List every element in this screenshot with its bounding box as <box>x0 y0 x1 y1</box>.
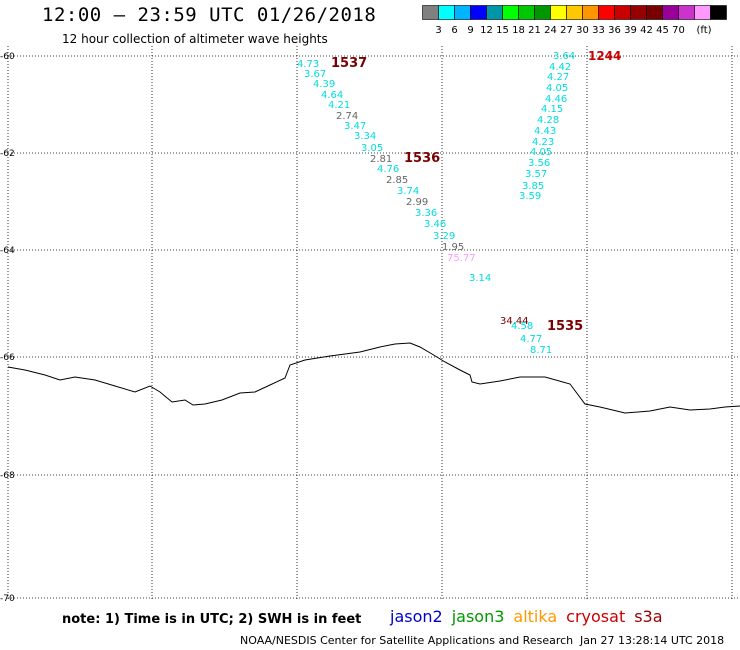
pass-label: 1537 <box>331 56 367 71</box>
latitude-label: -70 <box>0 594 15 604</box>
generated-timestamp: Jan 27 13:28:14 UTC 2018 <box>580 634 725 647</box>
wave-height-reading: 4.76 <box>377 164 399 175</box>
scale-swatch <box>710 5 727 20</box>
coastline <box>7 342 740 414</box>
wave-height-reading: 3.05 <box>361 143 383 154</box>
wave-height-reading: 4.39 <box>313 79 335 90</box>
wave-height-reading: 75.77 <box>447 253 476 264</box>
wave-height-reading: 3.14 <box>469 273 491 284</box>
latitude-label: -66 <box>0 353 15 363</box>
wave-height-reading: 3.47 <box>344 121 366 132</box>
footer-note: note: 1) Time is in UTC; 2) SWH is in fe… <box>62 612 362 627</box>
wave-height-reading: 4.64 <box>321 90 343 101</box>
wave-height-reading: 3.34 <box>354 131 376 142</box>
wave-height-reading: 4.27 <box>547 72 569 83</box>
scale-tick-label: 21 <box>528 25 541 36</box>
satellite-legend: jason2 jason3 altika cryosat s3a <box>390 607 672 626</box>
wave-height-reading: 3.46 <box>424 219 446 230</box>
wave-height-reading: 3.57 <box>525 169 547 180</box>
wave-height-reading: 1.95 <box>442 242 464 253</box>
wave-height-reading: 2.99 <box>406 197 428 208</box>
wave-height-reading: 4.05 <box>530 147 552 158</box>
scale-tick-label: 33 <box>592 25 605 36</box>
pass-label: 1535 <box>547 319 583 334</box>
wave-height-reading: 4.15 <box>541 104 563 115</box>
credit-line: NOAA/NESDIS Center for Satellite Applica… <box>240 634 574 647</box>
satellite-altika: altika <box>513 607 558 626</box>
satellite-jason3: jason3 <box>451 607 505 626</box>
satellite-cryosat: cryosat <box>566 607 626 626</box>
wave-height-reading: 4.77 <box>520 334 542 345</box>
scale-tick-label: 15 <box>496 25 509 36</box>
wave-height-reading: 4.58 <box>511 321 533 332</box>
latitude-label: -64 <box>0 246 15 256</box>
wave-height-reading: 3.67 <box>304 69 326 80</box>
wave-height-reading: 3.85 <box>522 181 544 192</box>
scale-tick-label: 36 <box>608 25 621 36</box>
scale-tick-label: 9 <box>467 25 473 36</box>
pass-label: 1536 <box>404 151 440 166</box>
wave-height-reading: 3.56 <box>528 158 550 169</box>
wave-height-reading: 4.28 <box>537 115 559 126</box>
wave-height-reading: 2.85 <box>386 175 408 186</box>
wave-height-reading: 3.36 <box>415 208 437 219</box>
satellite-s3a: s3a <box>634 607 663 626</box>
scale-tick-label: 3 <box>435 25 441 36</box>
pass-label: 1244 <box>588 49 621 63</box>
wave-height-reading: 4.46 <box>545 94 567 105</box>
latitude-label: -60 <box>0 52 15 62</box>
wave-height-reading: 3.74 <box>397 186 419 197</box>
wave-height-reading: 4.43 <box>534 126 556 137</box>
map-title: 12:00 – 23:59 UTC 01/26/2018 <box>42 4 377 26</box>
wave-height-reading: 3.59 <box>519 191 541 202</box>
scale-tick-label: 30 <box>576 25 589 36</box>
scale-tick-label: 18 <box>512 25 525 36</box>
scale-tick-label: 12 <box>480 25 493 36</box>
satellite-jason2: jason2 <box>390 607 443 626</box>
wave-height-reading: 4.23 <box>532 137 554 148</box>
wave-height-reading: 2.74 <box>336 111 358 122</box>
wave-height-map: 105108111114117120-60-62-64-66-68-701537… <box>0 46 740 604</box>
wave-height-reading: 4.42 <box>549 62 571 73</box>
scale-unit: (ft) <box>696 25 711 36</box>
wave-height-reading: 3.64 <box>553 51 575 62</box>
latitude-label: -62 <box>0 149 15 159</box>
wave-height-reading: 4.73 <box>297 59 319 70</box>
scale-tick-label: 70 <box>672 25 685 36</box>
map-subtitle: 12 hour collection of altimeter wave hei… <box>62 32 328 46</box>
scale-tick-label: 6 <box>451 25 457 36</box>
wave-height-reading: 3.29 <box>433 231 455 242</box>
wave-height-reading: 34.44 <box>500 316 529 327</box>
latitude-label: -68 <box>0 471 15 481</box>
scale-tick-label: 27 <box>560 25 573 36</box>
wave-height-reading: 4.05 <box>546 83 568 94</box>
wave-height-reading: 4.21 <box>328 100 350 111</box>
color-scale: 3 6 9 12 15 18 21 24 27 30 33 36 39 42 45 70 (ft) <box>422 5 727 36</box>
scale-tick-label: 24 <box>544 25 557 36</box>
wave-height-reading: 2.81 <box>370 154 392 165</box>
wave-height-reading: 8.71 <box>530 345 552 356</box>
scale-tick-label: 39 <box>624 25 637 36</box>
scale-tick-label: 42 <box>640 25 653 36</box>
scale-tick-label: 45 <box>656 25 669 36</box>
